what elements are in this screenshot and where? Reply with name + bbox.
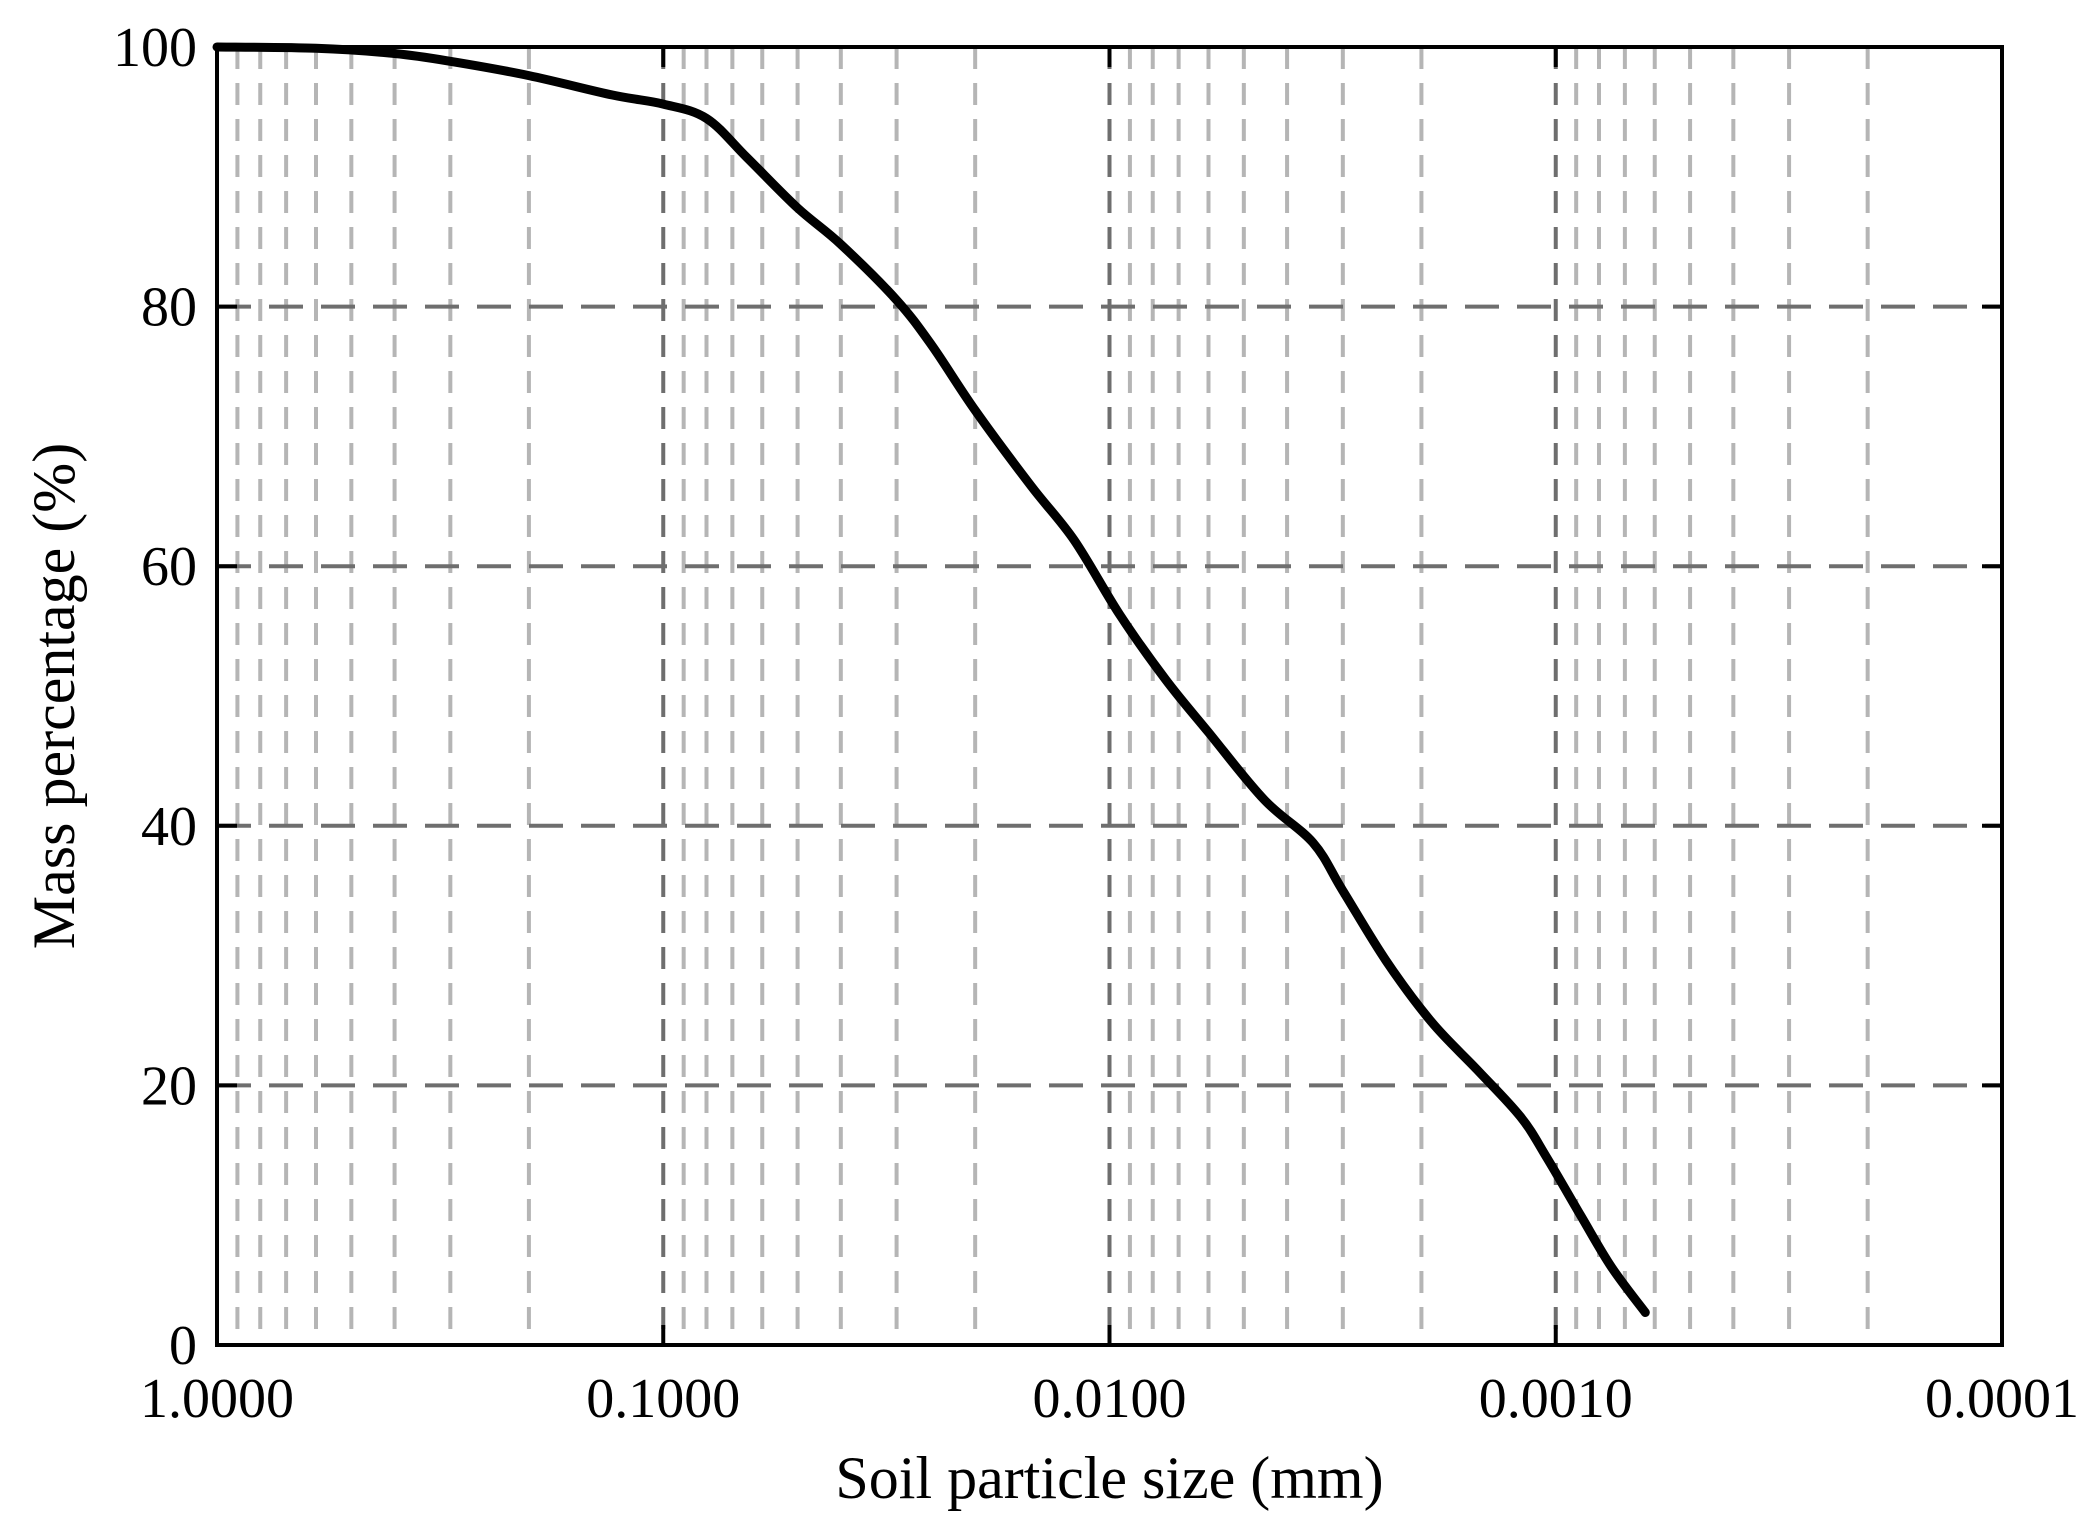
y-tick-label: 100	[113, 17, 197, 79]
grading-curve	[212, 42, 1650, 1317]
y-tick-label: 0	[169, 1315, 197, 1377]
y-tick-labels: 0 20 40 60 80 100	[113, 17, 197, 1377]
y-tick-label: 20	[141, 1055, 197, 1117]
y-tick-label: 80	[141, 277, 197, 339]
x-tick-label: 0.0001	[1925, 1368, 2079, 1430]
x-tick-label: 1.0000	[140, 1368, 294, 1430]
minor-gridlines	[235, 47, 1870, 1345]
y-tick-label: 60	[141, 536, 197, 598]
series-layer	[212, 42, 1650, 1317]
y-tick-label: 40	[141, 796, 197, 858]
x-axis-title: Soil particle size (mm)	[835, 1445, 1383, 1511]
x-tick-label: 0.1000	[586, 1368, 740, 1430]
x-tick-labels: 1.0000 0.1000 0.0100 0.0010 0.0001	[140, 1368, 2079, 1430]
x-tick-label: 0.0010	[1479, 1368, 1633, 1430]
x-tick-label: 0.0100	[1033, 1368, 1187, 1430]
axis-ticks	[215, 45, 2004, 1347]
y-axis-title: Mass percentage (%)	[21, 443, 87, 949]
major-gridlines	[217, 47, 2002, 1345]
